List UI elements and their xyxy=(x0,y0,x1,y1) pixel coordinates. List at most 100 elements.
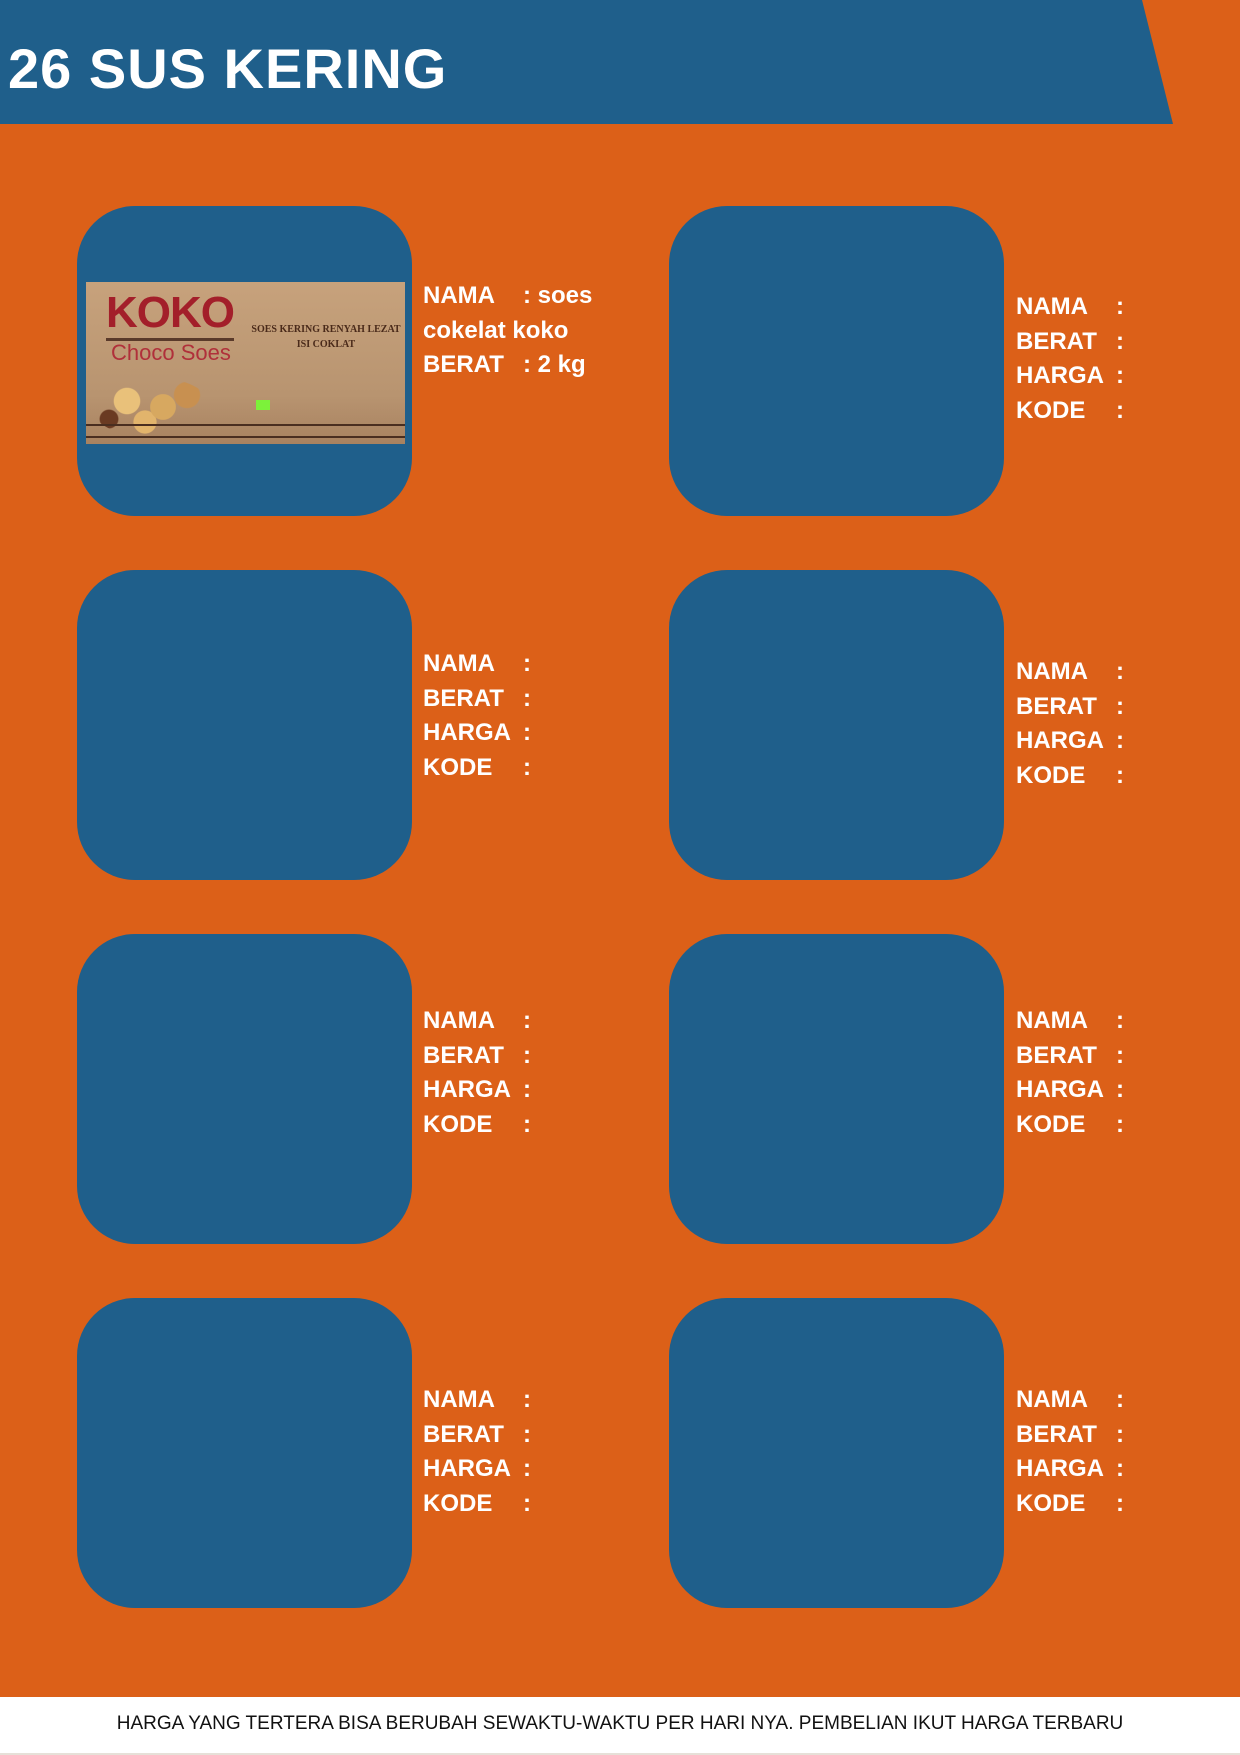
field-value: : xyxy=(1116,1110,1124,1138)
product-field: BERAT: xyxy=(1016,690,1124,725)
field-value: : xyxy=(1116,1420,1124,1448)
product-field: HARGA: xyxy=(1016,1073,1124,1108)
product-field: HARGA: xyxy=(1016,724,1124,759)
field-value: : xyxy=(1116,1489,1124,1517)
product-photo: KOKO Choco Soes SOES KERING RENYAH LEZAT I… xyxy=(86,282,405,444)
field-value: : xyxy=(1116,1076,1124,1103)
product-image-frame xyxy=(77,1298,412,1608)
field-value: : xyxy=(523,1489,531,1517)
field-label: KODE xyxy=(423,1110,493,1138)
field-label: HARGA xyxy=(423,1076,511,1103)
package-stripes xyxy=(86,424,405,438)
product-field: NAMA: xyxy=(423,1004,531,1039)
field-value: : xyxy=(523,719,531,746)
field-value: : xyxy=(523,1386,531,1413)
product-brand-logo: KOKO xyxy=(106,288,235,341)
product-field: NAMA: xyxy=(1016,1383,1124,1418)
field-label: cokelat koko xyxy=(423,316,569,344)
product-field: HARGA: xyxy=(423,1073,531,1108)
product-info: NAMA: BERAT: HARGA: KODE: xyxy=(1016,1004,1124,1142)
field-value: : xyxy=(1116,1455,1124,1482)
field-label: NAMA xyxy=(1016,658,1088,685)
page-title: 26 SUS KERING xyxy=(8,37,448,100)
field-label: BERAT xyxy=(423,1420,504,1448)
field-label: HARGA xyxy=(423,1455,511,1482)
field-label: BERAT xyxy=(423,1041,504,1069)
field-label: NAMA xyxy=(423,650,495,677)
field-value: : xyxy=(523,1076,531,1103)
product-field: NAMA: xyxy=(1016,290,1124,325)
product-info: NAMA: BERAT: HARGA: KODE: xyxy=(423,1383,531,1521)
footer: HARGA YANG TERTERA BISA BERUBAH SEWAKTU-… xyxy=(0,1697,1240,1755)
cookies-illustration xyxy=(91,377,211,437)
product-image-frame xyxy=(669,1298,1004,1608)
field-value: : xyxy=(523,1455,531,1482)
field-label: HARGA xyxy=(1016,727,1104,754)
product-info: NAMA: BERAT: HARGA: KODE: xyxy=(1016,655,1124,793)
header-banner xyxy=(0,0,1173,124)
field-label: BERAT xyxy=(423,351,504,378)
product-image-frame xyxy=(77,934,412,1244)
field-value: : soes xyxy=(523,282,593,309)
field-value: : xyxy=(523,1041,531,1069)
product-image-frame: KOKO Choco Soes SOES KERING RENYAH LEZAT I… xyxy=(77,206,412,516)
field-value: : xyxy=(523,1420,531,1448)
product-field: BERAT : 2 kg xyxy=(423,348,592,383)
product-field: KODE: xyxy=(1016,1487,1124,1522)
field-value: : xyxy=(1116,658,1124,685)
field-label: NAMA xyxy=(1016,293,1088,320)
product-field: NAMA: xyxy=(423,647,531,682)
field-label: NAMA xyxy=(1016,1007,1088,1034)
product-image-frame xyxy=(669,570,1004,880)
product-field: BERAT: xyxy=(423,1039,531,1074)
product-field: BERAT: xyxy=(1016,1418,1124,1453)
product-field: NAMA: xyxy=(1016,655,1124,690)
product-info: NAMA: BERAT: HARGA: KODE: xyxy=(1016,1383,1124,1521)
product-field: KODE: xyxy=(423,1108,531,1143)
product-field: KODE: xyxy=(1016,394,1124,429)
product-field: KODE: xyxy=(1016,1108,1124,1143)
field-value: : xyxy=(1116,1007,1124,1034)
product-field: HARGA: xyxy=(1016,1452,1124,1487)
field-label: KODE xyxy=(1016,1110,1086,1138)
product-field: BERAT: xyxy=(423,1418,531,1453)
product-tagline: SOES KERING RENYAH LEZAT ISI COKLAT xyxy=(251,324,401,350)
footer-note: HARGA YANG TERTERA BISA BERUBAH SEWAKTU-… xyxy=(116,1713,1124,1734)
product-image-frame xyxy=(669,934,1004,1244)
product-field: NAMA: xyxy=(1016,1004,1124,1039)
product-field: HARGA: xyxy=(423,1452,531,1487)
field-value: : xyxy=(1116,761,1124,789)
field-value: : xyxy=(1116,293,1124,320)
product-subtitle: Choco Soes xyxy=(111,340,231,365)
field-label: BERAT xyxy=(1016,1041,1097,1069)
field-label: KODE xyxy=(423,1489,493,1517)
field-value: : xyxy=(523,1110,531,1138)
field-value: : xyxy=(1116,362,1124,389)
field-label: NAMA xyxy=(423,282,495,309)
field-label: HARGA xyxy=(1016,1455,1104,1482)
field-label: KODE xyxy=(1016,761,1086,789)
field-label: KODE xyxy=(1016,1489,1086,1517)
product-field: KODE: xyxy=(1016,759,1124,794)
field-value: : xyxy=(1116,1386,1124,1413)
field-label: HARGA xyxy=(1016,362,1104,389)
field-label: BERAT xyxy=(1016,692,1097,720)
field-value: : xyxy=(1116,692,1124,720)
field-value: : 2 kg xyxy=(523,351,586,378)
field-value: : xyxy=(1116,396,1124,424)
product-field: HARGA: xyxy=(1016,359,1124,394)
field-value: : xyxy=(1116,727,1124,754)
field-value: : xyxy=(1116,327,1124,355)
field-value: : xyxy=(523,650,531,677)
field-label: KODE xyxy=(423,753,493,781)
field-label: NAMA xyxy=(423,1386,495,1413)
field-value: : xyxy=(523,753,531,781)
product-info: NAMA: BERAT: HARGA: KODE: xyxy=(423,1004,531,1142)
field-label: HARGA xyxy=(423,719,511,746)
product-field: HARGA: xyxy=(423,716,531,751)
field-label: BERAT xyxy=(1016,1420,1097,1448)
product-info: NAMA: BERAT: HARGA: KODE: xyxy=(423,647,531,785)
field-label: KODE xyxy=(1016,396,1086,424)
product-field: BERAT: xyxy=(423,682,531,717)
field-label: NAMA xyxy=(423,1007,495,1034)
